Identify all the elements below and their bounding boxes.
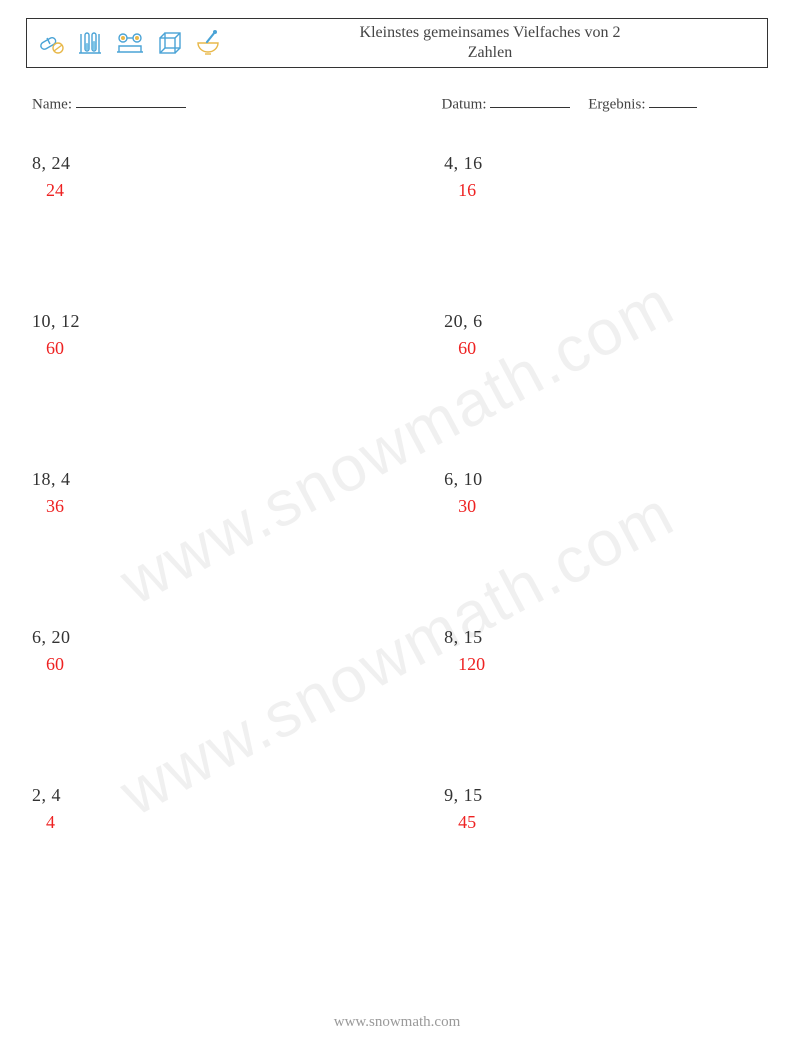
problem-answer: 60	[32, 338, 444, 359]
problem-answer: 60	[32, 654, 444, 675]
problem: 10, 12 60	[32, 311, 444, 359]
problem-answer: 16	[444, 180, 768, 201]
problem-answer: 60	[444, 338, 768, 359]
ergebnis-blank	[649, 94, 697, 108]
problem-answer: 36	[32, 496, 444, 517]
problem-answer: 24	[32, 180, 444, 201]
problem: 6, 10 30	[444, 469, 768, 517]
problem-answer: 30	[444, 496, 768, 517]
header-box: Kleinstes gemeinsames Vielfaches von 2 Z…	[26, 18, 768, 68]
problem-question: 9, 15	[444, 785, 768, 806]
problem-answer: 45	[444, 812, 768, 833]
problem-question: 8, 15	[444, 627, 768, 648]
meta-row: Name: Datum: Ergebnis:	[26, 94, 768, 113]
datum-label: Datum:	[442, 96, 487, 112]
goggles-icon	[113, 28, 147, 58]
footer-url: www.snowmath.com	[0, 1014, 794, 1031]
datum-blank	[490, 94, 570, 108]
problem: 6, 20 60	[32, 627, 444, 675]
problem-question: 6, 10	[444, 469, 768, 490]
problem: 8, 15 120	[444, 627, 768, 675]
name-label: Name:	[32, 96, 72, 112]
problem-question: 2, 4	[32, 785, 444, 806]
title-line-1: Kleinstes gemeinsames Vielfaches von 2	[223, 23, 757, 43]
problems-grid: 8, 24244, 161610, 126020, 66018, 4366, 1…	[26, 153, 768, 833]
test-tubes-icon	[75, 28, 105, 58]
problem-question: 18, 4	[32, 469, 444, 490]
problem: 9, 15 45	[444, 785, 768, 833]
mortar-icon	[193, 28, 223, 58]
pills-icon	[37, 28, 67, 58]
problem-question: 10, 12	[32, 311, 444, 332]
ergebnis-label: Ergebnis:	[588, 96, 645, 112]
cube-icon	[155, 28, 185, 58]
problem-answer: 4	[32, 812, 444, 833]
problem-question: 8, 24	[32, 153, 444, 174]
problem: 2, 4 4	[32, 785, 444, 833]
problem-answer: 120	[444, 654, 768, 675]
worksheet-title: Kleinstes gemeinsames Vielfaches von 2 Z…	[223, 23, 767, 63]
problem: 4, 16 16	[444, 153, 768, 201]
problem-question: 4, 16	[444, 153, 768, 174]
header-icons	[27, 28, 223, 58]
problem: 8, 24 24	[32, 153, 444, 201]
problem: 20, 6 60	[444, 311, 768, 359]
problem-question: 6, 20	[32, 627, 444, 648]
title-line-2: Zahlen	[223, 43, 757, 63]
problem-question: 20, 6	[444, 311, 768, 332]
name-blank	[76, 94, 186, 108]
problem: 18, 4 36	[32, 469, 444, 517]
